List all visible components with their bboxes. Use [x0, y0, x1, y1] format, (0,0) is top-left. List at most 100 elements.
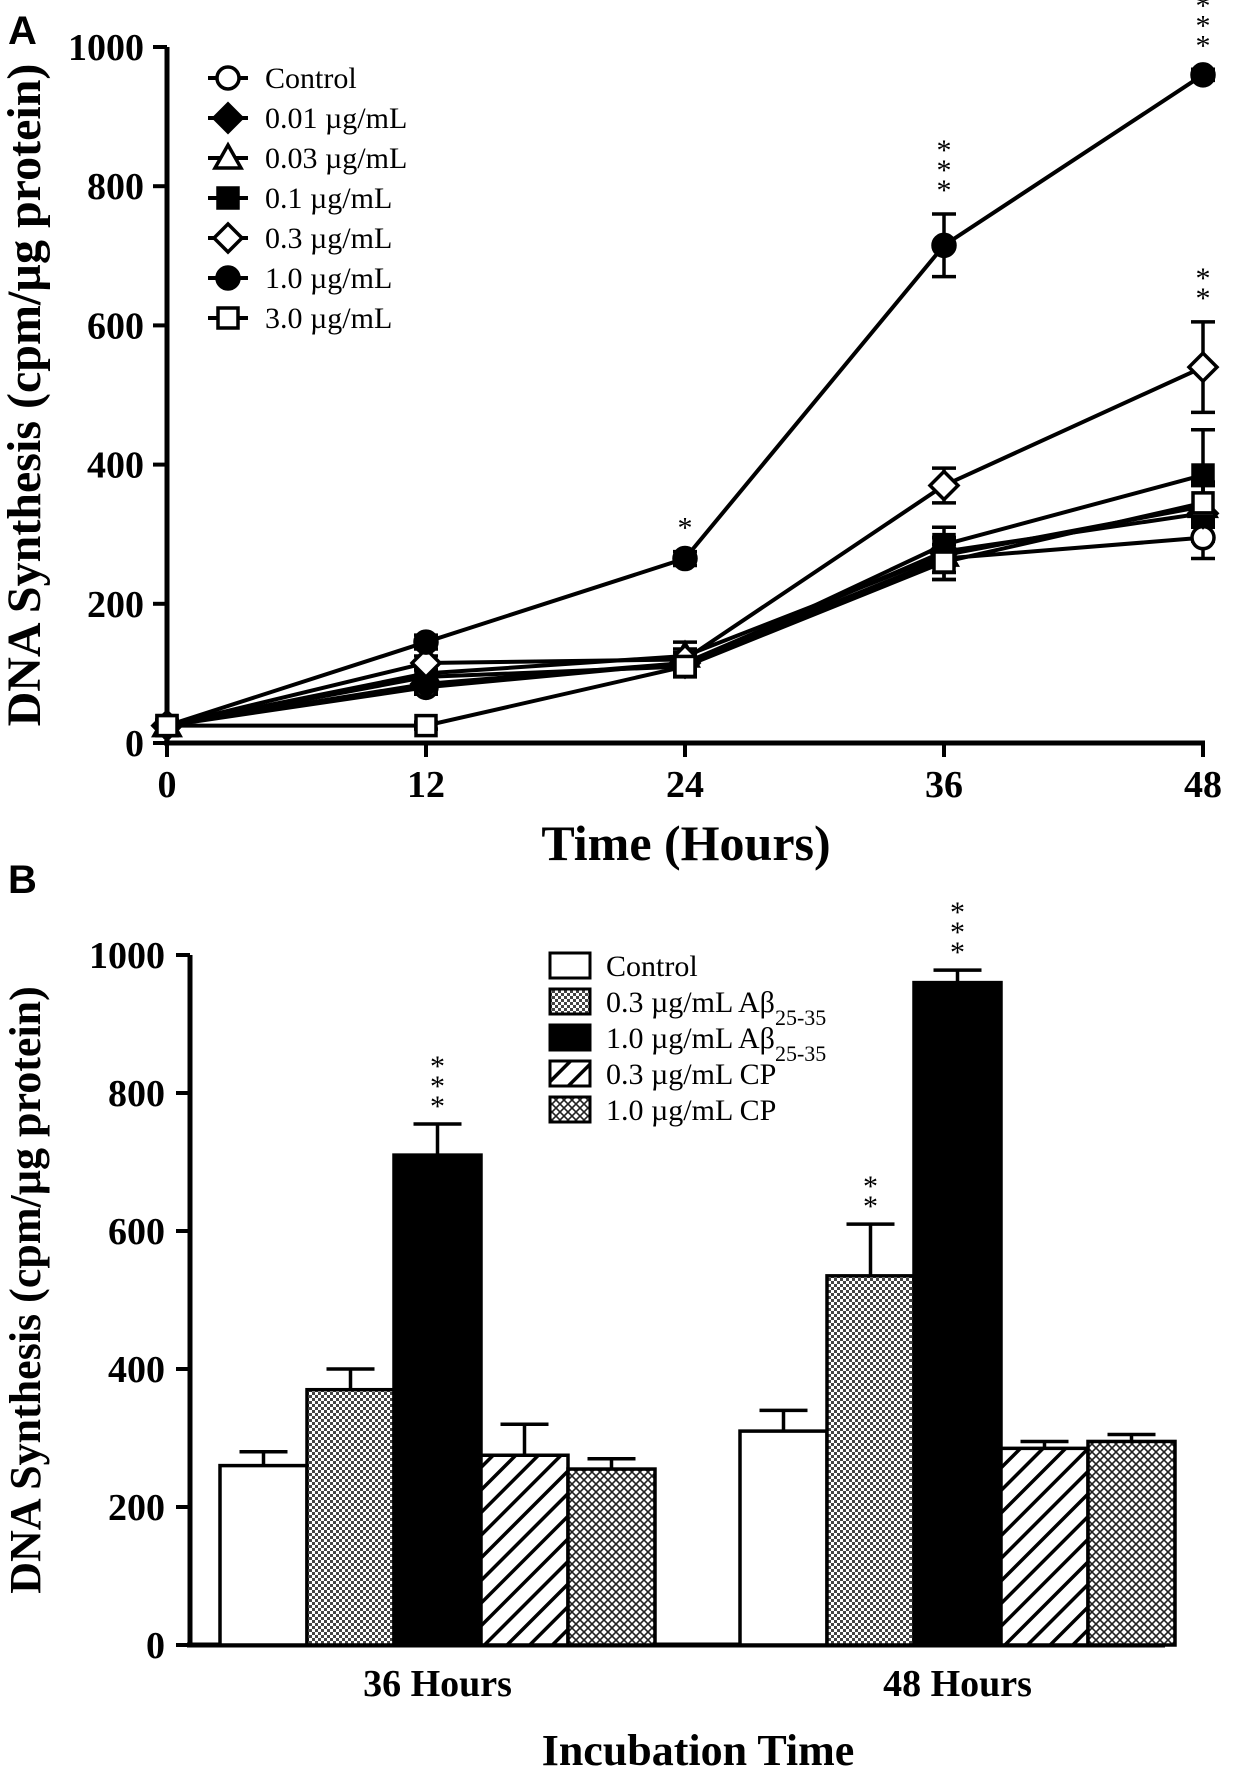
bar	[1086, 1439, 1177, 1647]
data-point	[672, 545, 698, 572]
data-point	[1191, 463, 1215, 487]
bar-group-0-3-g-ml-a-25-35	[305, 1367, 396, 1647]
x-axis-title-b: Incubation Time	[542, 1726, 855, 1775]
y-tick-label-a: 1000	[68, 27, 144, 69]
series-0-1-g-ml	[155, 428, 1215, 731]
bar	[912, 980, 1003, 1647]
x-tick-label-a: 48	[1184, 764, 1222, 806]
bar-group-0-3-g-ml-cp	[479, 1422, 570, 1647]
bar	[566, 1467, 657, 1647]
x-category-label-b: 48 Hours	[883, 1663, 1032, 1705]
legend-marker	[216, 186, 240, 210]
y-axis-title-a: DNA Synthesis (cpm/µg protein)	[0, 64, 51, 727]
legend-item-a: 0.03 µg/mL	[208, 141, 407, 175]
significance-marker: *	[1196, 0, 1211, 22]
data-point	[1190, 62, 1216, 88]
significance-marker: *	[1196, 262, 1211, 295]
legend-item-a: 1.0 µg/mL	[208, 262, 392, 295]
data-point	[1190, 524, 1216, 551]
significance-marker: *	[950, 936, 965, 969]
legend-item-a: 0.3 µg/mL	[208, 221, 392, 255]
legend-marker	[212, 141, 244, 170]
legend-label: 1.0 µg/mL CP	[606, 1094, 776, 1127]
significance-marker: *	[950, 896, 965, 929]
significance-marker: *	[937, 154, 952, 187]
bar-group-1-0-g-ml-a-25-35: ***	[912, 896, 1003, 1647]
bar	[825, 1274, 916, 1647]
y-tick-label-b: 0	[146, 1625, 165, 1667]
legend-label: 0.01 µg/mL	[265, 102, 407, 135]
significance-marker: *	[1196, 9, 1211, 42]
legend-label: Control	[265, 62, 357, 95]
y-tick-label-b: 1000	[89, 935, 165, 977]
legend-label: 1.0 µg/mL	[265, 262, 392, 295]
legend-item-a: 3.0 µg/mL	[208, 302, 392, 335]
significance-marker: *	[863, 1190, 878, 1223]
legend-marker	[211, 101, 245, 135]
legend-marker	[216, 306, 240, 330]
x-tick-label-a: 36	[925, 764, 963, 806]
bar-group-control	[738, 1408, 829, 1647]
bar-group-1-0-g-ml-cp	[1086, 1432, 1177, 1647]
y-tick-label-b: 400	[108, 1349, 165, 1391]
data-point	[414, 713, 438, 738]
legend-item-b: Control	[548, 950, 698, 983]
markers-3-0-g-ml	[155, 491, 1215, 738]
y-tick-label-a: 0	[125, 723, 144, 765]
x-category-label-b: 36 Hours	[363, 1663, 512, 1705]
legend-swatch	[548, 987, 592, 1016]
significance-marker: *	[1196, 29, 1211, 62]
data-point	[1191, 491, 1215, 515]
legend-marker	[211, 221, 245, 255]
bar	[305, 1387, 396, 1647]
bar	[479, 1453, 570, 1647]
significance-marker: *	[430, 1070, 445, 1103]
data-point	[931, 232, 957, 259]
data-point	[409, 646, 443, 680]
bar-group-0-3-g-ml-a-25-35: **	[825, 1170, 916, 1647]
y-axis-title-b: DNA Synthesis (cpm/µg protein)	[1, 986, 50, 1594]
data-point	[673, 654, 697, 679]
legend-swatch	[548, 1059, 592, 1088]
legend-swatch	[548, 1095, 592, 1124]
y-tick-label-a: 400	[87, 445, 144, 487]
legend-marker	[215, 65, 241, 91]
bar	[738, 1429, 829, 1647]
y-tick-label-b: 200	[108, 1487, 165, 1529]
x-tick-label-a: 24	[666, 764, 704, 806]
y-tick-label-a: 800	[87, 166, 144, 208]
panel-b-label: B	[8, 858, 37, 902]
data-point	[1186, 350, 1220, 384]
y-tick-label-b: 800	[108, 1073, 165, 1115]
bar	[218, 1463, 309, 1647]
bar	[392, 1153, 483, 1647]
bar-group-0-3-g-ml-cp	[999, 1439, 1090, 1647]
significance-marker: *	[863, 1170, 878, 1203]
legend-label: 0.3 µg/mL	[265, 222, 392, 255]
legend-swatch	[548, 1023, 592, 1052]
y-tick-label-a: 200	[87, 584, 144, 626]
y-tick-label-a: 600	[87, 305, 144, 347]
legend-label: 0.3 µg/mL CP	[606, 1058, 776, 1091]
x-tick-label-a: 12	[407, 764, 445, 806]
data-point	[927, 469, 961, 502]
legend-item-b: 1.0 µg/mL CP	[548, 1094, 776, 1127]
legend-item-a: 0.1 µg/mL	[208, 182, 392, 215]
significance-marker: *	[430, 1090, 445, 1123]
x-axis-title-a: Time (Hours)	[541, 815, 830, 871]
bar-group-1-0-g-ml-cp	[566, 1456, 657, 1647]
significance-marker: *	[950, 916, 965, 949]
bar-group-1-0-g-ml-a-25-35: ***	[392, 1050, 483, 1647]
data-point	[932, 550, 956, 574]
significance-marker: *	[937, 174, 952, 207]
legend-item-a: 0.01 µg/mL	[208, 101, 407, 135]
y-tick-label-b: 600	[108, 1211, 165, 1253]
x-tick-label-a: 0	[158, 764, 177, 806]
significance-marker: *	[1196, 282, 1211, 315]
bar	[999, 1446, 1090, 1647]
legend-label: 3.0 µg/mL	[265, 302, 392, 335]
legend-label: 0.1 µg/mL	[265, 182, 392, 215]
legend-label: Control	[606, 950, 698, 983]
